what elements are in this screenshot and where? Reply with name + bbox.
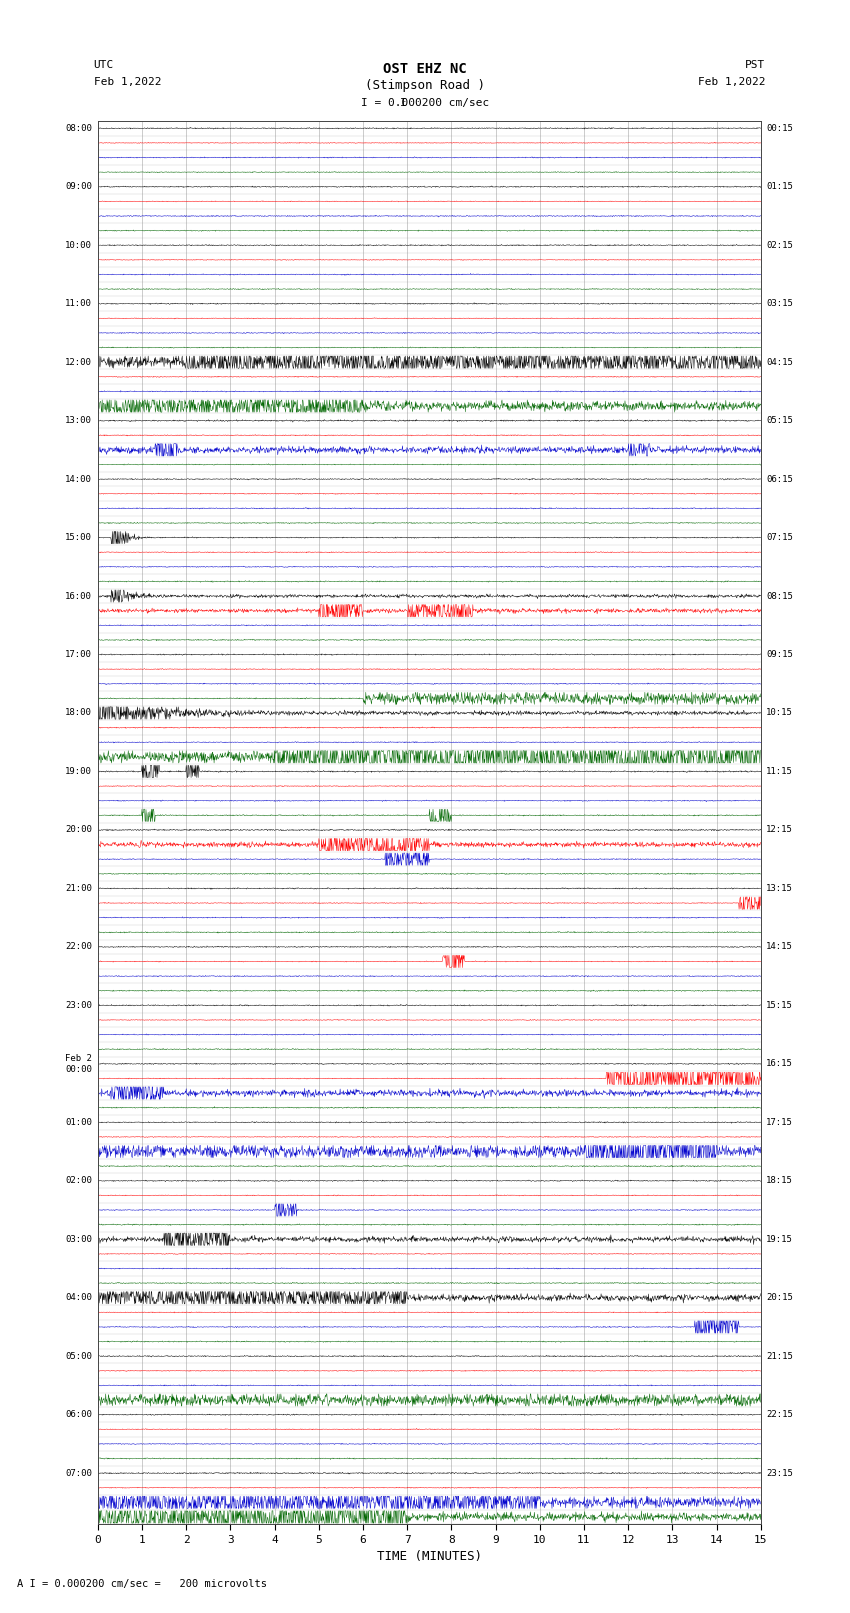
Text: 08:15: 08:15 [767,592,793,600]
Text: Feb 1,2022: Feb 1,2022 [698,77,765,87]
Text: 15:15: 15:15 [767,1000,793,1010]
Text: 17:15: 17:15 [767,1118,793,1127]
Text: I = 0.000200 cm/sec: I = 0.000200 cm/sec [361,98,489,108]
Text: (Stimpson Road ): (Stimpson Road ) [365,79,485,92]
Text: 19:00: 19:00 [65,766,92,776]
Text: 03:15: 03:15 [767,298,793,308]
Text: A I = 0.000200 cm/sec =   200 microvolts: A I = 0.000200 cm/sec = 200 microvolts [17,1579,267,1589]
Text: PST: PST [745,60,765,69]
Text: UTC: UTC [94,60,114,69]
Text: 04:00: 04:00 [65,1294,92,1302]
Text: 07:15: 07:15 [767,532,793,542]
Text: 05:00: 05:00 [65,1352,92,1361]
Text: Feb 2
00:00: Feb 2 00:00 [65,1055,92,1074]
Text: 01:15: 01:15 [767,182,793,192]
Text: 16:00: 16:00 [65,592,92,600]
Text: 04:15: 04:15 [767,358,793,366]
Text: 22:15: 22:15 [767,1410,793,1419]
Text: 01:00: 01:00 [65,1118,92,1127]
Text: 20:00: 20:00 [65,826,92,834]
Text: 09:00: 09:00 [65,182,92,192]
Text: 12:00: 12:00 [65,358,92,366]
Text: 22:00: 22:00 [65,942,92,952]
Text: 03:00: 03:00 [65,1234,92,1244]
Text: 11:00: 11:00 [65,298,92,308]
Text: 02:15: 02:15 [767,240,793,250]
Text: Feb 1,2022: Feb 1,2022 [94,77,161,87]
X-axis label: TIME (MINUTES): TIME (MINUTES) [377,1550,482,1563]
Text: OST EHZ NC: OST EHZ NC [383,63,467,76]
Text: 13:15: 13:15 [767,884,793,894]
Text: 08:00: 08:00 [65,124,92,132]
Text: 21:00: 21:00 [65,884,92,894]
Text: 10:15: 10:15 [767,708,793,718]
Text: 07:00: 07:00 [65,1468,92,1478]
Text: 23:00: 23:00 [65,1000,92,1010]
Text: 13:00: 13:00 [65,416,92,426]
Text: I: I [400,98,407,108]
Text: 20:15: 20:15 [767,1294,793,1302]
Text: 18:00: 18:00 [65,708,92,718]
Text: 10:00: 10:00 [65,240,92,250]
Text: 00:15: 00:15 [767,124,793,132]
Text: 02:00: 02:00 [65,1176,92,1186]
Text: 06:00: 06:00 [65,1410,92,1419]
Text: 18:15: 18:15 [767,1176,793,1186]
Text: 15:00: 15:00 [65,532,92,542]
Text: 05:15: 05:15 [767,416,793,426]
Text: 19:15: 19:15 [767,1234,793,1244]
Text: 14:15: 14:15 [767,942,793,952]
Text: 23:15: 23:15 [767,1468,793,1478]
Text: 14:00: 14:00 [65,474,92,484]
Text: 09:15: 09:15 [767,650,793,660]
Text: 11:15: 11:15 [767,766,793,776]
Text: 06:15: 06:15 [767,474,793,484]
Text: 16:15: 16:15 [767,1060,793,1068]
Text: 12:15: 12:15 [767,826,793,834]
Text: 17:00: 17:00 [65,650,92,660]
Text: 21:15: 21:15 [767,1352,793,1361]
